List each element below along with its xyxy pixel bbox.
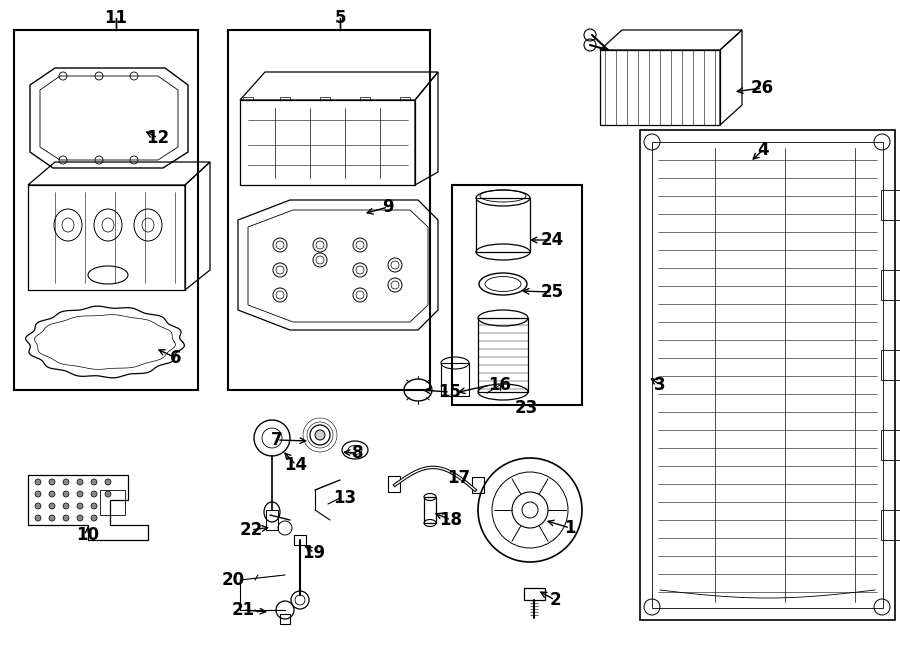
- Text: 7: 7: [271, 431, 283, 449]
- Bar: [881, 270, 900, 300]
- Circle shape: [49, 491, 55, 497]
- Text: 22: 22: [239, 521, 263, 539]
- Text: 14: 14: [284, 456, 308, 474]
- Circle shape: [35, 503, 41, 509]
- Bar: [652, 142, 883, 608]
- Circle shape: [77, 515, 83, 521]
- Bar: [600, 50, 720, 125]
- Bar: [476, 198, 530, 252]
- Bar: [266, 510, 278, 530]
- Text: 6: 6: [170, 349, 182, 367]
- Circle shape: [91, 479, 97, 485]
- Circle shape: [105, 479, 111, 485]
- Circle shape: [91, 503, 97, 509]
- Bar: [472, 477, 484, 493]
- Circle shape: [315, 430, 325, 440]
- Circle shape: [49, 479, 55, 485]
- Bar: [280, 97, 290, 100]
- Bar: [320, 97, 330, 100]
- Text: 20: 20: [221, 571, 245, 589]
- Text: 2: 2: [549, 591, 561, 609]
- Circle shape: [105, 491, 111, 497]
- Text: 19: 19: [302, 544, 326, 562]
- Circle shape: [91, 515, 97, 521]
- Circle shape: [77, 491, 83, 497]
- Circle shape: [77, 479, 83, 485]
- Text: 17: 17: [447, 469, 471, 487]
- Circle shape: [77, 503, 83, 509]
- Bar: [441, 363, 469, 396]
- Bar: [100, 490, 125, 515]
- Text: 24: 24: [540, 231, 563, 249]
- Bar: [881, 510, 900, 540]
- Bar: [524, 588, 545, 600]
- Text: 26: 26: [751, 79, 774, 97]
- Circle shape: [35, 515, 41, 521]
- Circle shape: [91, 491, 97, 497]
- Bar: [424, 497, 436, 523]
- Text: 13: 13: [333, 489, 356, 507]
- Bar: [294, 535, 306, 545]
- Bar: [881, 190, 900, 220]
- Text: 18: 18: [439, 511, 463, 529]
- Circle shape: [63, 515, 69, 521]
- Text: 12: 12: [147, 129, 169, 147]
- Bar: [881, 350, 900, 380]
- Text: 21: 21: [231, 601, 255, 619]
- Bar: [243, 97, 253, 100]
- Bar: [881, 430, 900, 460]
- Text: 8: 8: [352, 444, 364, 462]
- Bar: [360, 97, 370, 100]
- Text: 3: 3: [654, 376, 666, 394]
- Circle shape: [35, 479, 41, 485]
- Bar: [640, 130, 895, 620]
- Text: 10: 10: [76, 526, 100, 544]
- Text: 15: 15: [438, 383, 462, 401]
- Bar: [280, 614, 290, 624]
- Text: 4: 4: [757, 141, 769, 159]
- Text: 23: 23: [515, 399, 537, 417]
- Circle shape: [63, 479, 69, 485]
- Bar: [14, 30, 198, 390]
- Text: 5: 5: [334, 9, 346, 27]
- Text: 9: 9: [382, 198, 394, 216]
- Text: 25: 25: [540, 283, 563, 301]
- Bar: [478, 318, 528, 392]
- Bar: [452, 185, 582, 405]
- Circle shape: [35, 491, 41, 497]
- Bar: [228, 30, 430, 390]
- Bar: [400, 97, 410, 100]
- Text: 11: 11: [104, 9, 128, 27]
- Text: 1: 1: [564, 519, 576, 537]
- Circle shape: [63, 491, 69, 497]
- Circle shape: [63, 503, 69, 509]
- Circle shape: [49, 503, 55, 509]
- Text: 16: 16: [489, 376, 511, 394]
- Bar: [388, 476, 400, 492]
- Circle shape: [49, 515, 55, 521]
